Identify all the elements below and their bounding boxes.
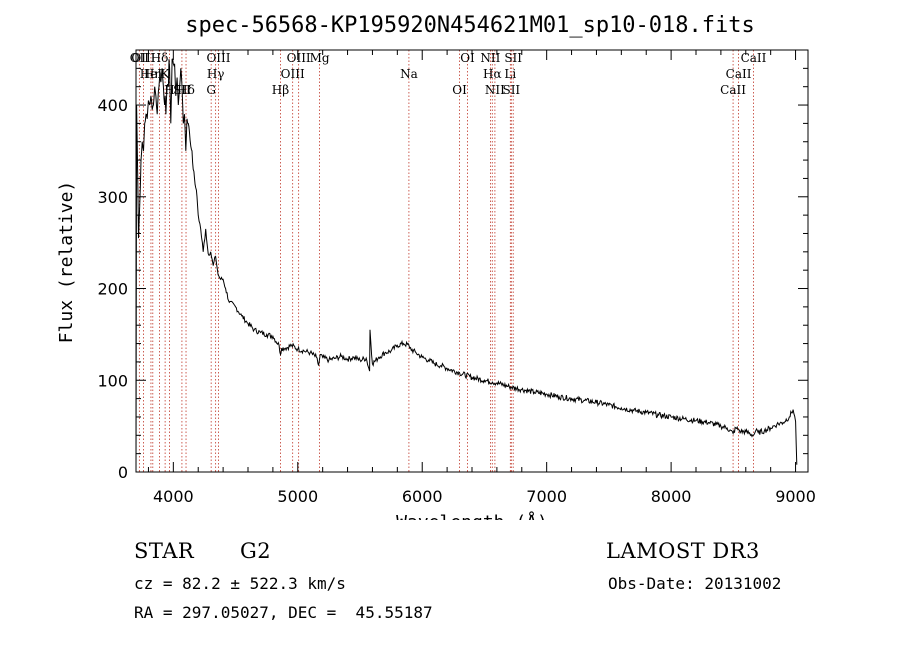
- line-label: OI: [452, 83, 467, 97]
- x-tick-label: 5000: [277, 487, 318, 506]
- spectrum-line: [135, 58, 798, 473]
- x-tick-label: 6000: [402, 487, 443, 506]
- chart-title: spec-56568-KP195920N454621M01_sp10-018.f…: [185, 13, 755, 38]
- line-label: Hβ: [272, 83, 289, 97]
- line-label: Li: [504, 67, 516, 81]
- y-tick-label: 100: [97, 371, 128, 390]
- object-subclass: G2: [240, 539, 272, 563]
- x-axis-label: Wavelength (Å): [396, 511, 548, 520]
- object-class: STAR: [134, 539, 195, 563]
- line-label: Hα: [483, 67, 502, 81]
- spectral-line-labels: HδKHδOIIHeISIIOIIIHηHOIIIHγGOIIIOIIIHβMg…: [130, 51, 767, 97]
- line-label: Hδ: [151, 51, 169, 65]
- spectrum-chart: spec-56568-KP195920N454621M01_sp10-018.f…: [56, 13, 816, 520]
- line-label: Na: [400, 67, 418, 81]
- line-label: Hη: [144, 67, 162, 81]
- line-label: SII: [504, 51, 522, 65]
- x-tick-label: 7000: [526, 487, 567, 506]
- spectral-line-markers: [138, 50, 754, 472]
- line-label: NII: [480, 51, 500, 65]
- y-tick-label: 0: [118, 463, 128, 482]
- line-label: Hγ: [207, 67, 225, 81]
- x-tick-label: 9000: [775, 487, 816, 506]
- line-label: OIII: [131, 51, 155, 65]
- line-label: OII: [130, 51, 150, 65]
- redshift-value: cz = 82.2 ± 522.3 km/s: [134, 574, 346, 593]
- line-label: SII: [502, 83, 520, 97]
- observation-date: Obs-Date: 20131002: [608, 574, 782, 593]
- x-tick-label: 8000: [651, 487, 692, 506]
- line-label: H: [164, 83, 174, 97]
- line-label: OIII: [287, 51, 311, 65]
- y-tick-label: 300: [97, 188, 128, 207]
- line-label: NII: [485, 83, 505, 97]
- x-tick-label: 4000: [153, 487, 194, 506]
- line-label: OIII: [206, 51, 230, 65]
- line-label: G: [206, 83, 216, 97]
- y-tick-label: 400: [97, 96, 128, 115]
- line-label: OI: [460, 51, 475, 65]
- sky-coordinates: RA = 297.05027, DEC = 45.55187: [134, 603, 433, 622]
- y-axis-label: Flux (relative): [56, 181, 77, 344]
- line-label: K: [161, 67, 171, 81]
- line-label: CaII: [741, 51, 767, 65]
- survey-name: LAMOST DR3: [606, 539, 760, 563]
- line-label: OIII: [281, 67, 305, 81]
- axis-ticks: [136, 50, 808, 473]
- plot-frame: [135, 49, 809, 473]
- axis-tick-labels: 4000 5000 6000 7000 8000 9000 0 100 200 300 400: [97, 96, 815, 506]
- y-tick-label: 200: [97, 280, 128, 299]
- line-label: CaII: [720, 83, 746, 97]
- line-label: CaII: [726, 67, 752, 81]
- line-label: Mg: [310, 51, 330, 65]
- line-label: HeI: [140, 67, 163, 81]
